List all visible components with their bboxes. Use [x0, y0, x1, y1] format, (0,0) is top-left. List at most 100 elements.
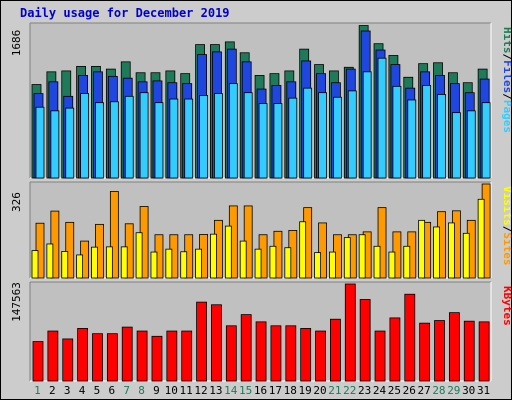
bar-sites-day-13: [210, 233, 217, 279]
x-tick-label-day-25: 25: [388, 384, 401, 397]
bar-kbytes-day-22: [344, 283, 356, 382]
x-tick-label-day-20: 20: [313, 384, 326, 397]
x-axis-day-labels: 1 2 3 4 5 6 7 8 9 10 11 12 13 14 15 16 17 18 19 20 21 22 23 24 2…: [34, 384, 490, 397]
bar-kbytes-day-14: [225, 325, 237, 382]
bar-sites-day-10: [165, 248, 173, 279]
scale-label-sites-visits: 326: [10, 192, 23, 212]
bar-kbytes-day-11: [181, 330, 193, 382]
bar-pages-day-11: [184, 98, 194, 179]
bar-pages-day-30: [466, 110, 476, 179]
chart-title: Daily usage for December 2019: [20, 6, 230, 20]
bar-kbytes-day-8: [136, 330, 148, 382]
bar-pages-day-27: [422, 85, 432, 179]
bar-kbytes-day-31: [478, 321, 490, 382]
x-tick-label-day-26: 26: [403, 384, 416, 397]
x-tick-label-day-7: 7: [123, 384, 130, 397]
x-tick-label-day-11: 11: [180, 384, 193, 397]
bar-kbytes-day-28: [434, 320, 445, 382]
bar-pages-day-23: [362, 71, 372, 179]
bar-kbytes-day-30: [463, 320, 475, 382]
bar-kbytes-day-13: [211, 304, 222, 382]
bar-sites-day-12: [195, 248, 202, 279]
bar-sites-day-20: [314, 252, 321, 279]
bar-pages-day-12: [199, 95, 208, 179]
bar-pages-day-29: [451, 112, 461, 179]
bar-pages-day-17: [273, 103, 283, 179]
x-tick-label-day-13: 13: [209, 384, 222, 397]
bar-pages-day-25: [392, 85, 402, 179]
bar-sites-day-26: [403, 245, 411, 279]
bar-sites-day-2: [46, 243, 54, 279]
bar-pages-day-14: [228, 83, 238, 179]
bar-sites-day-31: [477, 198, 485, 279]
bar-kbytes-day-17: [270, 325, 282, 382]
bar-pages-day-13: [214, 93, 223, 179]
bar-visits-day-20: [318, 222, 327, 279]
bar-kbytes-day-2: [47, 330, 59, 382]
legend-kbytes: KBytes: [501, 286, 511, 326]
bar-kbytes-day-6: [106, 333, 118, 382]
bar-pages-day-1: [35, 106, 45, 179]
bar-kbytes-day-9: [151, 335, 163, 382]
bar-sites-day-24: [373, 245, 381, 279]
bar-sites-day-22: [343, 237, 351, 279]
bar-pages-day-7: [124, 95, 134, 179]
legend-entry-Pages: Pages: [501, 100, 511, 133]
bars-pages-files-hits: [31, 25, 491, 179]
x-tick-label-day-31: 31: [477, 384, 490, 397]
x-tick-label-day-6: 6: [108, 384, 115, 397]
bar-kbytes-day-20: [315, 330, 326, 382]
legend-entry-KBytes: KBytes: [501, 286, 511, 326]
x-tick-label-day-23: 23: [358, 384, 371, 397]
x-tick-label-day-1: 1: [34, 384, 41, 397]
legend-entry-Visits: Visits: [501, 186, 511, 226]
bar-sites-day-30: [462, 232, 470, 279]
bar-kbytes-day-21: [330, 318, 341, 382]
x-tick-label-day-16: 16: [254, 384, 267, 397]
legend-entry-: /: [501, 54, 511, 61]
bar-pages-day-24: [377, 57, 387, 179]
legend-pages-files-hits: Hits/Files/Pages: [501, 27, 511, 133]
bar-sites-day-28: [433, 226, 440, 279]
bar-sites-day-8: [135, 232, 143, 279]
bar-sites-day-17: [269, 245, 277, 279]
bar-kbytes-day-26: [404, 293, 416, 382]
x-tick-label-day-2: 2: [49, 384, 56, 397]
bar-kbytes-day-15: [240, 314, 252, 382]
x-tick-label-day-4: 4: [79, 384, 86, 397]
x-tick-label-day-14: 14: [224, 384, 238, 397]
bar-pages-day-31: [481, 102, 491, 179]
bar-sites-day-25: [388, 251, 396, 279]
x-tick-label-day-30: 30: [462, 384, 475, 397]
bar-kbytes-day-25: [389, 317, 401, 382]
bar-sites-day-27: [418, 219, 426, 279]
bar-kbytes-day-18: [285, 325, 297, 382]
bars-sites-visits: [31, 183, 491, 279]
legend-entry-: /: [501, 93, 511, 100]
bar-pages-day-19: [303, 87, 313, 179]
bar-sites-day-19: [299, 221, 307, 279]
bar-kbytes-day-19: [300, 328, 312, 382]
bar-kbytes-day-3: [62, 338, 74, 382]
bar-kbytes-day-23: [359, 299, 371, 382]
bar-pages-day-22: [347, 90, 357, 179]
bar-sites-day-9: [150, 251, 158, 279]
bar-pages-day-26: [407, 99, 417, 179]
bar-pages-day-3: [65, 107, 75, 179]
bar-pages-day-8: [139, 92, 149, 179]
bar-pages-day-2: [50, 110, 60, 179]
x-tick-label-day-15: 15: [239, 384, 252, 397]
bar-sites-day-7: [120, 246, 128, 279]
bar-sites-day-23: [358, 234, 366, 279]
bar-sites-day-1: [31, 250, 39, 279]
bar-sites-day-18: [284, 247, 292, 279]
bar-kbytes-day-12: [196, 301, 207, 382]
bar-pages-day-6: [109, 101, 119, 179]
scale-label-pages-files-hits: 1686: [10, 30, 23, 57]
bar-kbytes-day-7: [121, 326, 133, 382]
x-tick-label-day-17: 17: [269, 384, 282, 397]
bar-kbytes-day-24: [374, 330, 386, 382]
bar-sites-day-16: [254, 248, 262, 279]
